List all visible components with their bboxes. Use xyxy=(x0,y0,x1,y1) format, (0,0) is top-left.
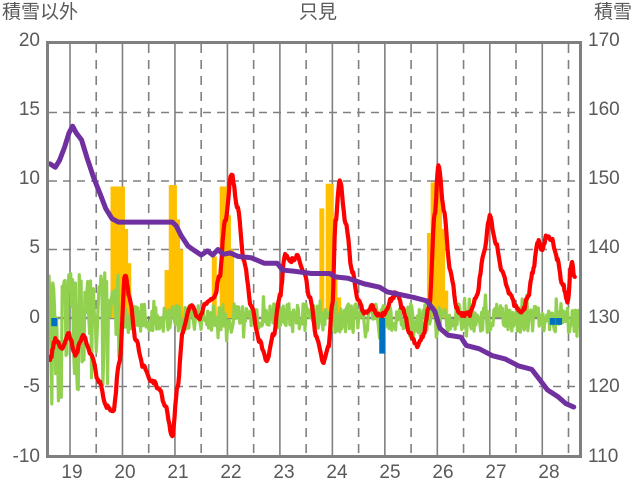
y2-axis-tick-label: 120 xyxy=(588,376,620,397)
snowfall-bar xyxy=(549,318,556,325)
precipitation-bar xyxy=(175,219,181,318)
temperature-line xyxy=(49,163,577,439)
precipitation-bar xyxy=(123,228,129,318)
x-axis-tick-label: 19 xyxy=(61,462,83,483)
precipitation-bar xyxy=(436,182,442,318)
x-axis-tick-label: 26 xyxy=(432,462,454,483)
y-axis-tick-label: -10 xyxy=(12,446,40,467)
x-axis-tick-label: 23 xyxy=(273,462,295,483)
precipitation-bar xyxy=(443,290,449,318)
precipitation-bar xyxy=(319,208,325,318)
snowfall-bar xyxy=(51,318,58,327)
x-axis-tick-label: 22 xyxy=(220,462,242,483)
precipitation-bar xyxy=(336,297,342,318)
precipitation-bar xyxy=(110,186,116,318)
y-axis-tick-label: 0 xyxy=(29,307,40,328)
left-axis-title: 積雪以外 xyxy=(2,2,79,23)
x-axis-tick-label: 28 xyxy=(538,462,560,483)
precipitation-bar xyxy=(225,215,231,318)
y-axis-tick-label: -5 xyxy=(23,376,40,397)
precipitation-bar xyxy=(119,186,125,318)
precipitation-bar xyxy=(178,249,184,318)
y2-axis-tick-label: 160 xyxy=(588,99,620,120)
x-axis-tick-label: 25 xyxy=(379,462,401,483)
precipitation-bar xyxy=(433,182,439,318)
precipitation-bar xyxy=(328,183,334,318)
snowfall-bar xyxy=(556,318,563,325)
x-axis-tick-label: 27 xyxy=(485,462,507,483)
precipitation-bar xyxy=(325,183,331,318)
y2-axis-tick-label: 110 xyxy=(588,446,619,467)
y-axis-tick-label: 15 xyxy=(18,99,40,120)
precipitation-bar xyxy=(440,228,446,318)
precipitation-bar xyxy=(171,185,177,318)
precipitation-bar xyxy=(229,249,235,318)
x-axis-tick-label: 24 xyxy=(326,462,348,483)
y2-axis-tick-label: 170 xyxy=(588,30,620,51)
snow-depth-line xyxy=(49,123,577,410)
y2-axis-tick-label: 140 xyxy=(588,237,620,258)
snowfall-bar xyxy=(379,318,386,354)
right-axis-title: 積雪 xyxy=(593,2,632,23)
chart-title: 只見 xyxy=(298,2,337,23)
y-axis-tick-label: 10 xyxy=(18,168,40,189)
y-axis-tick-label: 20 xyxy=(18,30,40,51)
x-axis-tick-label: 21 xyxy=(167,462,189,483)
plot-area xyxy=(46,41,582,458)
x-axis-tick-label: 20 xyxy=(114,462,136,483)
y2-axis-tick-label: 150 xyxy=(588,168,620,189)
precipitation-bar xyxy=(116,186,122,318)
precipitation-bar xyxy=(211,256,217,318)
precipitation-bar xyxy=(168,185,174,318)
y2-axis-tick-label: 130 xyxy=(588,307,620,328)
precipitation-bar xyxy=(113,186,119,318)
y-axis-tick-label: 5 xyxy=(29,237,40,258)
precipitation-bar xyxy=(164,270,170,318)
plot-svg xyxy=(49,44,579,455)
